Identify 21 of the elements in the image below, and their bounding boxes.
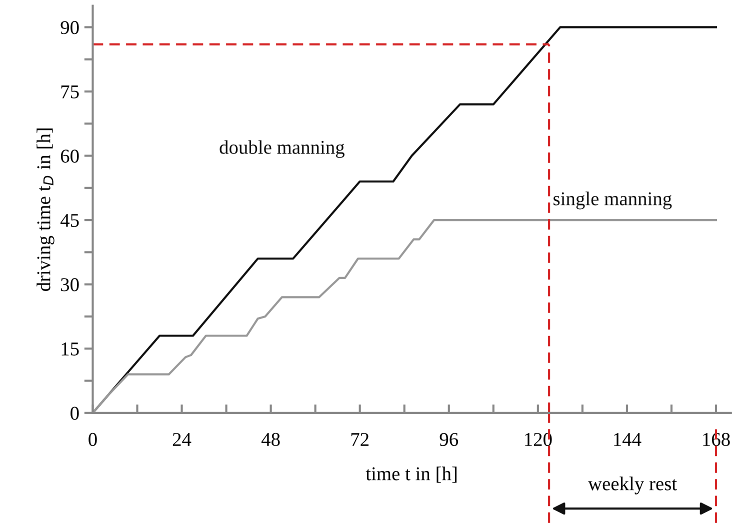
x-tick-label: 0 — [88, 432, 97, 446]
x-tick-label: 144 — [614, 433, 642, 446]
y-tick-label: 30 — [61, 278, 79, 292]
y-axis-title: driving time t$_{D}$ in [h] — [36, 128, 54, 291]
y-tick-label: 90 — [60, 21, 79, 34]
series-label: double manning — [220, 140, 344, 158]
x-tick-label: 72 — [351, 432, 368, 446]
x-tick-label: 24 — [172, 432, 192, 446]
text: weekly rest — [588, 476, 677, 494]
y-tick-label: 0 — [70, 406, 79, 420]
y-tick-label: 45 — [60, 214, 79, 227]
y-tick-label: 15 — [62, 342, 79, 356]
y-tick-label: 75 — [61, 85, 79, 98]
x-tick-label: 96 — [440, 432, 458, 446]
x-axis-title: time t in [h] — [366, 466, 457, 483]
series-label: single manning — [554, 192, 672, 210]
x-tick-label: 48 — [261, 432, 280, 446]
x-tick-label: 168 — [703, 432, 730, 446]
y-tick-label: 60 — [60, 150, 79, 163]
x-tick-label: 120 — [525, 432, 552, 446]
line-series — [92, 219, 718, 413]
